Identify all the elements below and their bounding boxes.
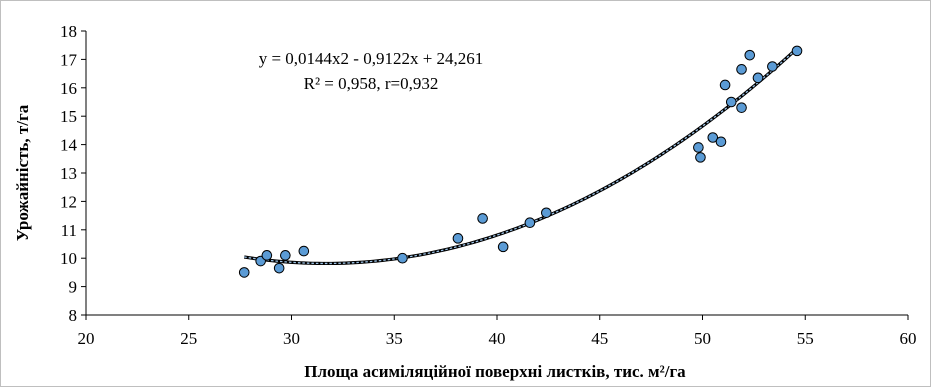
data-point [261,250,273,261]
y-tick-label: 11 [61,221,77,240]
data-point [477,213,488,224]
data-point [736,64,747,75]
y-tick-label: 18 [60,22,77,41]
data-point [752,72,764,84]
data-point [452,233,464,244]
y-tick-label: 14 [60,136,78,155]
x-axis: 20 25 30 35 40 45 50 55 60 [78,314,917,348]
x-tick-label: 60 [900,329,917,348]
y-tick-label: 17 [60,50,78,69]
data-point [693,142,704,153]
y-tick-label: 16 [60,79,77,98]
data-point [397,252,408,264]
x-tick-label: 30 [283,329,300,348]
data-point [715,136,727,148]
y-tick-label: 12 [60,192,77,211]
y-axis: 8 9 10 11 12 13 14 15 16 17 18 [60,22,87,325]
y-tick-label: 8 [69,306,78,325]
x-tick-label: 45 [591,329,608,348]
data-point [497,241,509,253]
data-point [238,267,250,278]
data-point [298,245,310,257]
x-tick-label: 20 [78,329,95,348]
data-point [695,152,706,163]
y-tick-label: 13 [60,164,77,183]
data-point [524,217,536,228]
y-tick-label: 9 [69,278,78,297]
data-point [707,132,719,143]
trend-equation: y = 0,0144x2 - 0,9122x + 24,261 [259,49,484,68]
x-tick-label: 55 [797,329,814,348]
data-point [725,96,737,108]
r-squared-label: R² = 0,958, r=0,932 [304,74,439,93]
x-tick-label: 35 [386,329,403,348]
data-point [791,45,803,57]
data-points [238,45,803,278]
data-point [736,102,747,113]
x-tick-label: 40 [489,329,506,348]
x-tick-label: 50 [694,329,711,348]
trendline-group [243,47,799,266]
data-point [273,262,285,274]
data-point [744,49,756,61]
x-tick-label: 25 [180,329,197,348]
y-tick-label: 15 [60,107,77,126]
data-point [280,250,291,261]
x-axis-title: Площа асиміляційної поверхні листків, ти… [304,362,686,381]
data-point [767,61,778,72]
y-tick-label: 10 [60,249,77,268]
data-point [541,207,552,219]
y-axis-title: Урожайність, т/га [13,104,32,241]
data-point [719,79,731,91]
trendline [244,48,798,265]
